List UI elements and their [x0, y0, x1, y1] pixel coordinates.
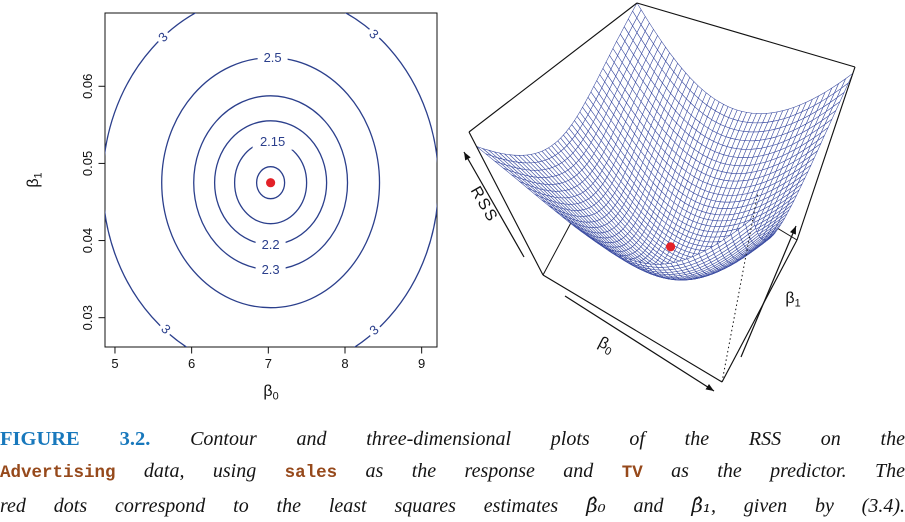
- caption-segment-body: data, using: [115, 460, 285, 482]
- contour-label: 2.5: [257, 49, 288, 66]
- beta1-axis-title: β1: [785, 290, 800, 310]
- caption-segment-math: β̂₀: [586, 493, 606, 517]
- beta0-axis-arrow: [564, 295, 715, 392]
- caption-segment-body: as the response and: [337, 460, 622, 482]
- contour-label: 3: [152, 26, 174, 48]
- least-squares-estimate-dot-3d: [666, 242, 676, 252]
- svg-text:2.3: 2.3: [262, 262, 280, 277]
- svg-text:2.2: 2.2: [262, 237, 280, 252]
- caption-segment-body: and: [605, 495, 692, 517]
- contour-label: 3: [155, 318, 177, 340]
- box-edges: [468, 2, 856, 383]
- caption-line: red dots correspond to the least squares…: [0, 489, 905, 522]
- x-tick-label: 6: [188, 356, 195, 371]
- y-axis-title: β1: [25, 172, 45, 187]
- contour-label: 3: [363, 319, 385, 341]
- caption-segment-code: TV: [621, 463, 643, 483]
- beta1-axis-arrow: [740, 225, 797, 358]
- y-tick-label: 0.06: [80, 74, 95, 99]
- contour-label: 2.3: [255, 261, 286, 278]
- x-tick-label: 5: [111, 356, 118, 371]
- x-axis: 5 6 7 8 9: [111, 347, 425, 371]
- plot-box: [104, 12, 438, 348]
- caption-segment-body: Contour and three-dimensional plots of t…: [150, 428, 905, 450]
- y-tick-label: 0.03: [80, 305, 95, 330]
- contour-lines: 2.15 2.2 2.3 2.5 3 3 3 3: [105, 13, 437, 347]
- caption-segment-body: , given by (3.4).: [710, 495, 905, 517]
- y-tick-label: 0.04: [80, 228, 95, 253]
- caption-line: Advertising data, using sales as the res…: [0, 455, 905, 489]
- contour-label: 3: [363, 23, 385, 45]
- caption-segment-tag: FIGURE 3.2.: [0, 428, 151, 450]
- y-axis: 0.03 0.04 0.05 0.06: [80, 74, 105, 330]
- svg-text:2.5: 2.5: [264, 50, 282, 65]
- beta0-axis-title: β0: [594, 334, 616, 358]
- rss-surface-plot: RSS β0 β1: [463, 2, 856, 392]
- y-tick-label: 0.05: [80, 151, 95, 176]
- x-tick-label: 9: [418, 356, 425, 371]
- figure-caption: FIGURE 3.2. Contour and three-dimensiona…: [0, 423, 905, 522]
- contour-label: 2.2: [255, 236, 286, 253]
- caption-line: FIGURE 3.2. Contour and three-dimensiona…: [0, 423, 905, 455]
- x-tick-label: 8: [341, 356, 348, 371]
- caption-segment-body: red dots correspond to the least squares…: [0, 495, 587, 517]
- least-squares-estimate-dot: [266, 178, 276, 188]
- svg-text:2.15: 2.15: [260, 134, 285, 149]
- arrowhead-icon: [464, 152, 471, 161]
- arrowhead-icon: [705, 384, 714, 391]
- caption-segment-code: Advertising: [0, 463, 116, 483]
- x-tick-label: 7: [265, 356, 272, 371]
- rss-axis-arrow: [463, 151, 525, 258]
- contour-plot: 5 6 7 8 9 0.03 0.04 0.05 0.06 β0 β1 2.15 2.2 2.3 2.5 3 3…: [25, 12, 438, 403]
- contour-level-inner: [255, 166, 286, 200]
- caption-segment-code: sales: [284, 463, 338, 483]
- x-axis-title: β0: [263, 383, 278, 403]
- rss-axis-title: RSS: [467, 184, 501, 226]
- contour-label: 2.15: [252, 133, 293, 150]
- arrowhead-icon: [790, 226, 796, 235]
- rss-surface-wireframe: [476, 2, 854, 281]
- caption-segment-body: as the predictor. The: [642, 460, 905, 482]
- caption-segment-math: β̂₁: [691, 493, 711, 517]
